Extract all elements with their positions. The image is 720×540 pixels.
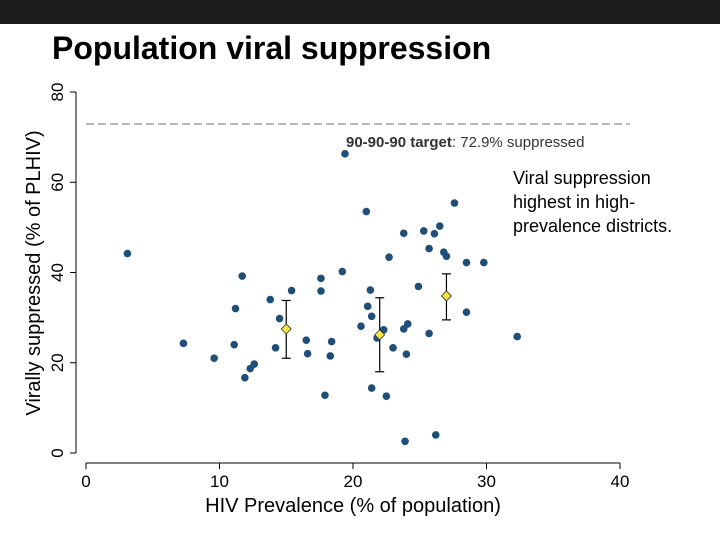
mean-marker xyxy=(440,290,453,302)
x-tick-label: 10 xyxy=(210,472,229,491)
data-point xyxy=(210,354,218,363)
x-tick-label: 30 xyxy=(477,472,496,491)
data-point xyxy=(250,360,259,368)
data-point xyxy=(425,244,433,253)
data-point xyxy=(385,253,393,261)
y-tick-label: 60 xyxy=(48,173,67,192)
group-means xyxy=(280,273,453,373)
axes: 0 10 20 30 40 0 20 40 60 80 xyxy=(48,83,629,491)
target-label: 90-90-90 target: 72.9% suppressed xyxy=(346,134,584,151)
y-tick-label: 0 xyxy=(48,448,67,457)
mean-marker xyxy=(374,329,386,341)
data-point xyxy=(367,312,376,321)
data-point xyxy=(431,431,440,439)
target-label-rest: : 72.9% suppressed xyxy=(452,134,585,151)
data-point xyxy=(123,249,132,258)
mean-marker xyxy=(280,323,292,335)
data-point xyxy=(327,337,336,346)
data-point xyxy=(266,295,275,304)
data-point xyxy=(414,282,423,291)
data-point xyxy=(462,258,471,267)
data-point xyxy=(367,384,376,392)
data-point xyxy=(303,349,312,358)
y-axis-title: Virally suppressed (% of PLHIV) xyxy=(23,130,45,415)
data-point xyxy=(230,340,238,349)
y-tick-label: 40 xyxy=(48,263,67,282)
data-point xyxy=(382,392,391,400)
data-point xyxy=(430,229,439,238)
callout-note: Viral suppression highest in high-preval… xyxy=(513,168,673,236)
data-point xyxy=(425,329,433,338)
data-point xyxy=(480,258,488,267)
data-point xyxy=(241,373,249,382)
target-label-bold: 90-90-90 target xyxy=(346,134,452,151)
data-point xyxy=(442,252,451,261)
data-point xyxy=(399,229,408,238)
data-point xyxy=(389,344,397,352)
data-point xyxy=(231,304,240,313)
data-point xyxy=(317,287,325,295)
data-point xyxy=(450,199,459,207)
data-point xyxy=(302,336,311,344)
data-point xyxy=(357,322,365,330)
data-point xyxy=(435,222,444,230)
data-point xyxy=(402,350,411,358)
x-tick-label: 0 xyxy=(81,472,90,491)
data-points xyxy=(123,150,522,446)
data-point xyxy=(462,308,471,317)
data-point xyxy=(275,314,284,323)
data-point xyxy=(287,286,296,295)
data-point xyxy=(419,227,428,235)
data-point xyxy=(403,320,412,328)
top-bar xyxy=(0,0,720,24)
data-point xyxy=(326,352,335,360)
slide-title: Population viral suppression xyxy=(52,30,492,66)
y-tick-label: 80 xyxy=(48,83,67,102)
data-point xyxy=(341,150,349,158)
x-axis-title: HIV Prevalence (% of population) xyxy=(205,495,501,517)
data-point xyxy=(338,267,347,276)
data-point xyxy=(238,272,246,280)
data-point xyxy=(513,332,522,341)
data-point xyxy=(179,339,188,348)
data-point xyxy=(363,302,372,311)
x-tick-label: 20 xyxy=(344,472,363,491)
target-reference: 90-90-90 target: 72.9% suppressed xyxy=(86,123,630,151)
data-point xyxy=(362,207,371,216)
data-point xyxy=(366,286,375,294)
y-tick-label: 20 xyxy=(48,353,67,372)
data-point xyxy=(317,274,325,283)
data-point xyxy=(321,391,329,400)
data-point xyxy=(271,344,280,352)
x-tick-label: 40 xyxy=(611,472,630,491)
data-point xyxy=(401,437,409,446)
